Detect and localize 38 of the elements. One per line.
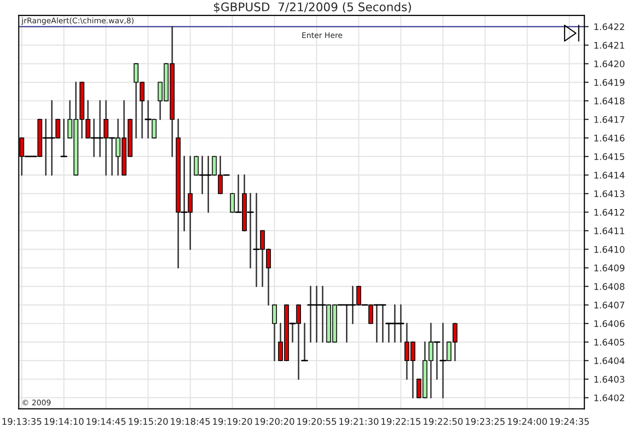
y-tick-label: 1.6415 xyxy=(594,153,624,160)
y-tick-label: 1.6420 xyxy=(594,60,624,68)
y-tick-label: 1.6421 xyxy=(594,42,624,49)
y-tick-label: 1.6403 xyxy=(594,376,624,383)
y-tick-label: 1.6409 xyxy=(594,264,624,272)
candlestick xyxy=(301,322,308,362)
x-tick-label: 19:14:10 xyxy=(44,418,84,425)
x-tick-label: 19:20:55 xyxy=(297,418,336,425)
x-tick-label: 19:22:15 xyxy=(382,418,420,425)
y-tick-label: 1.6422 xyxy=(594,23,624,30)
y-tick-label: 1.6410 xyxy=(594,246,624,253)
x-tick-label: 19:13:35 xyxy=(2,418,42,425)
y-tick-label: 1.6402 xyxy=(594,394,624,402)
x-tick-label: 19:19:20 xyxy=(213,418,252,425)
x-tick-label: 19:24:00 xyxy=(508,418,547,425)
y-tick-label: 1.6404 xyxy=(594,357,624,364)
y-tick-label: 1.6408 xyxy=(594,283,624,290)
y-tick-label: 1.6414 xyxy=(594,172,624,179)
y-tick-label: 1.6405 xyxy=(594,338,624,346)
y-tick-label: 1.6411 xyxy=(594,227,624,234)
y-tick-label: 1.6406 xyxy=(594,320,624,328)
x-tick-label: 19:24:35 xyxy=(550,418,589,425)
y-tick-label: 1.6418 xyxy=(594,98,624,104)
y-tick-label: 1.6412 xyxy=(594,208,624,216)
x-tick-label: 19:21:30 xyxy=(339,418,378,425)
y-tick-label: 1.6407 xyxy=(594,302,624,308)
x-tick-label: 19:18:45 xyxy=(170,418,210,425)
chart-title: $GBPUSD 7/21/2009 (5 Seconds) xyxy=(214,2,411,13)
candlestick xyxy=(272,304,277,362)
x-tick-label: 19:14:45 xyxy=(86,418,126,425)
y-tick-label: 1.6417 xyxy=(594,116,624,123)
y-tick-label: 1.6413 xyxy=(594,190,624,198)
y-tick-label: 1.6416 xyxy=(594,134,624,142)
x-tick-label: 19:22:50 xyxy=(424,418,463,425)
x-tick-label: 19:20:20 xyxy=(255,418,294,425)
x-tick-label: 19:15:20 xyxy=(128,418,168,425)
x-tick-label: 19:23:25 xyxy=(466,418,505,425)
y-tick-label: 1.6419 xyxy=(594,79,624,86)
